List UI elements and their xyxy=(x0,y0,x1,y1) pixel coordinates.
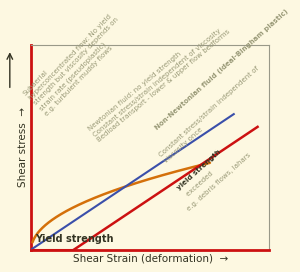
Text: exceeded: exceeded xyxy=(183,170,214,199)
Text: yield strength: yield strength xyxy=(176,149,222,191)
Text: Newtonian fluid: no yield strength
Constant stress/strain independent of viscosi: Newtonian fluid: no yield strength Const… xyxy=(87,18,231,143)
Text: Non-Newtonian fluid (ideal-Bingham plastic): Non-Newtonian fluid (ideal-Bingham plast… xyxy=(154,8,289,131)
X-axis label: Shear Strain (deformation)  →: Shear Strain (deformation) → xyxy=(73,254,228,264)
Text: e.g. debris flows, lahars: e.g. debris flows, lahars xyxy=(186,152,252,212)
Text: Constant stress/strain independent of
viscosity once: Constant stress/strain independent of vi… xyxy=(158,66,265,164)
Text: Yield strength: Yield strength xyxy=(35,234,113,245)
Y-axis label: Shear stress  →: Shear stress → xyxy=(19,107,28,187)
Text: Subaerial
hyperconcentrated flow: No yield
strength but viscosity depends on
str: Subaerial hyperconcentrated flow: No yie… xyxy=(22,7,130,117)
